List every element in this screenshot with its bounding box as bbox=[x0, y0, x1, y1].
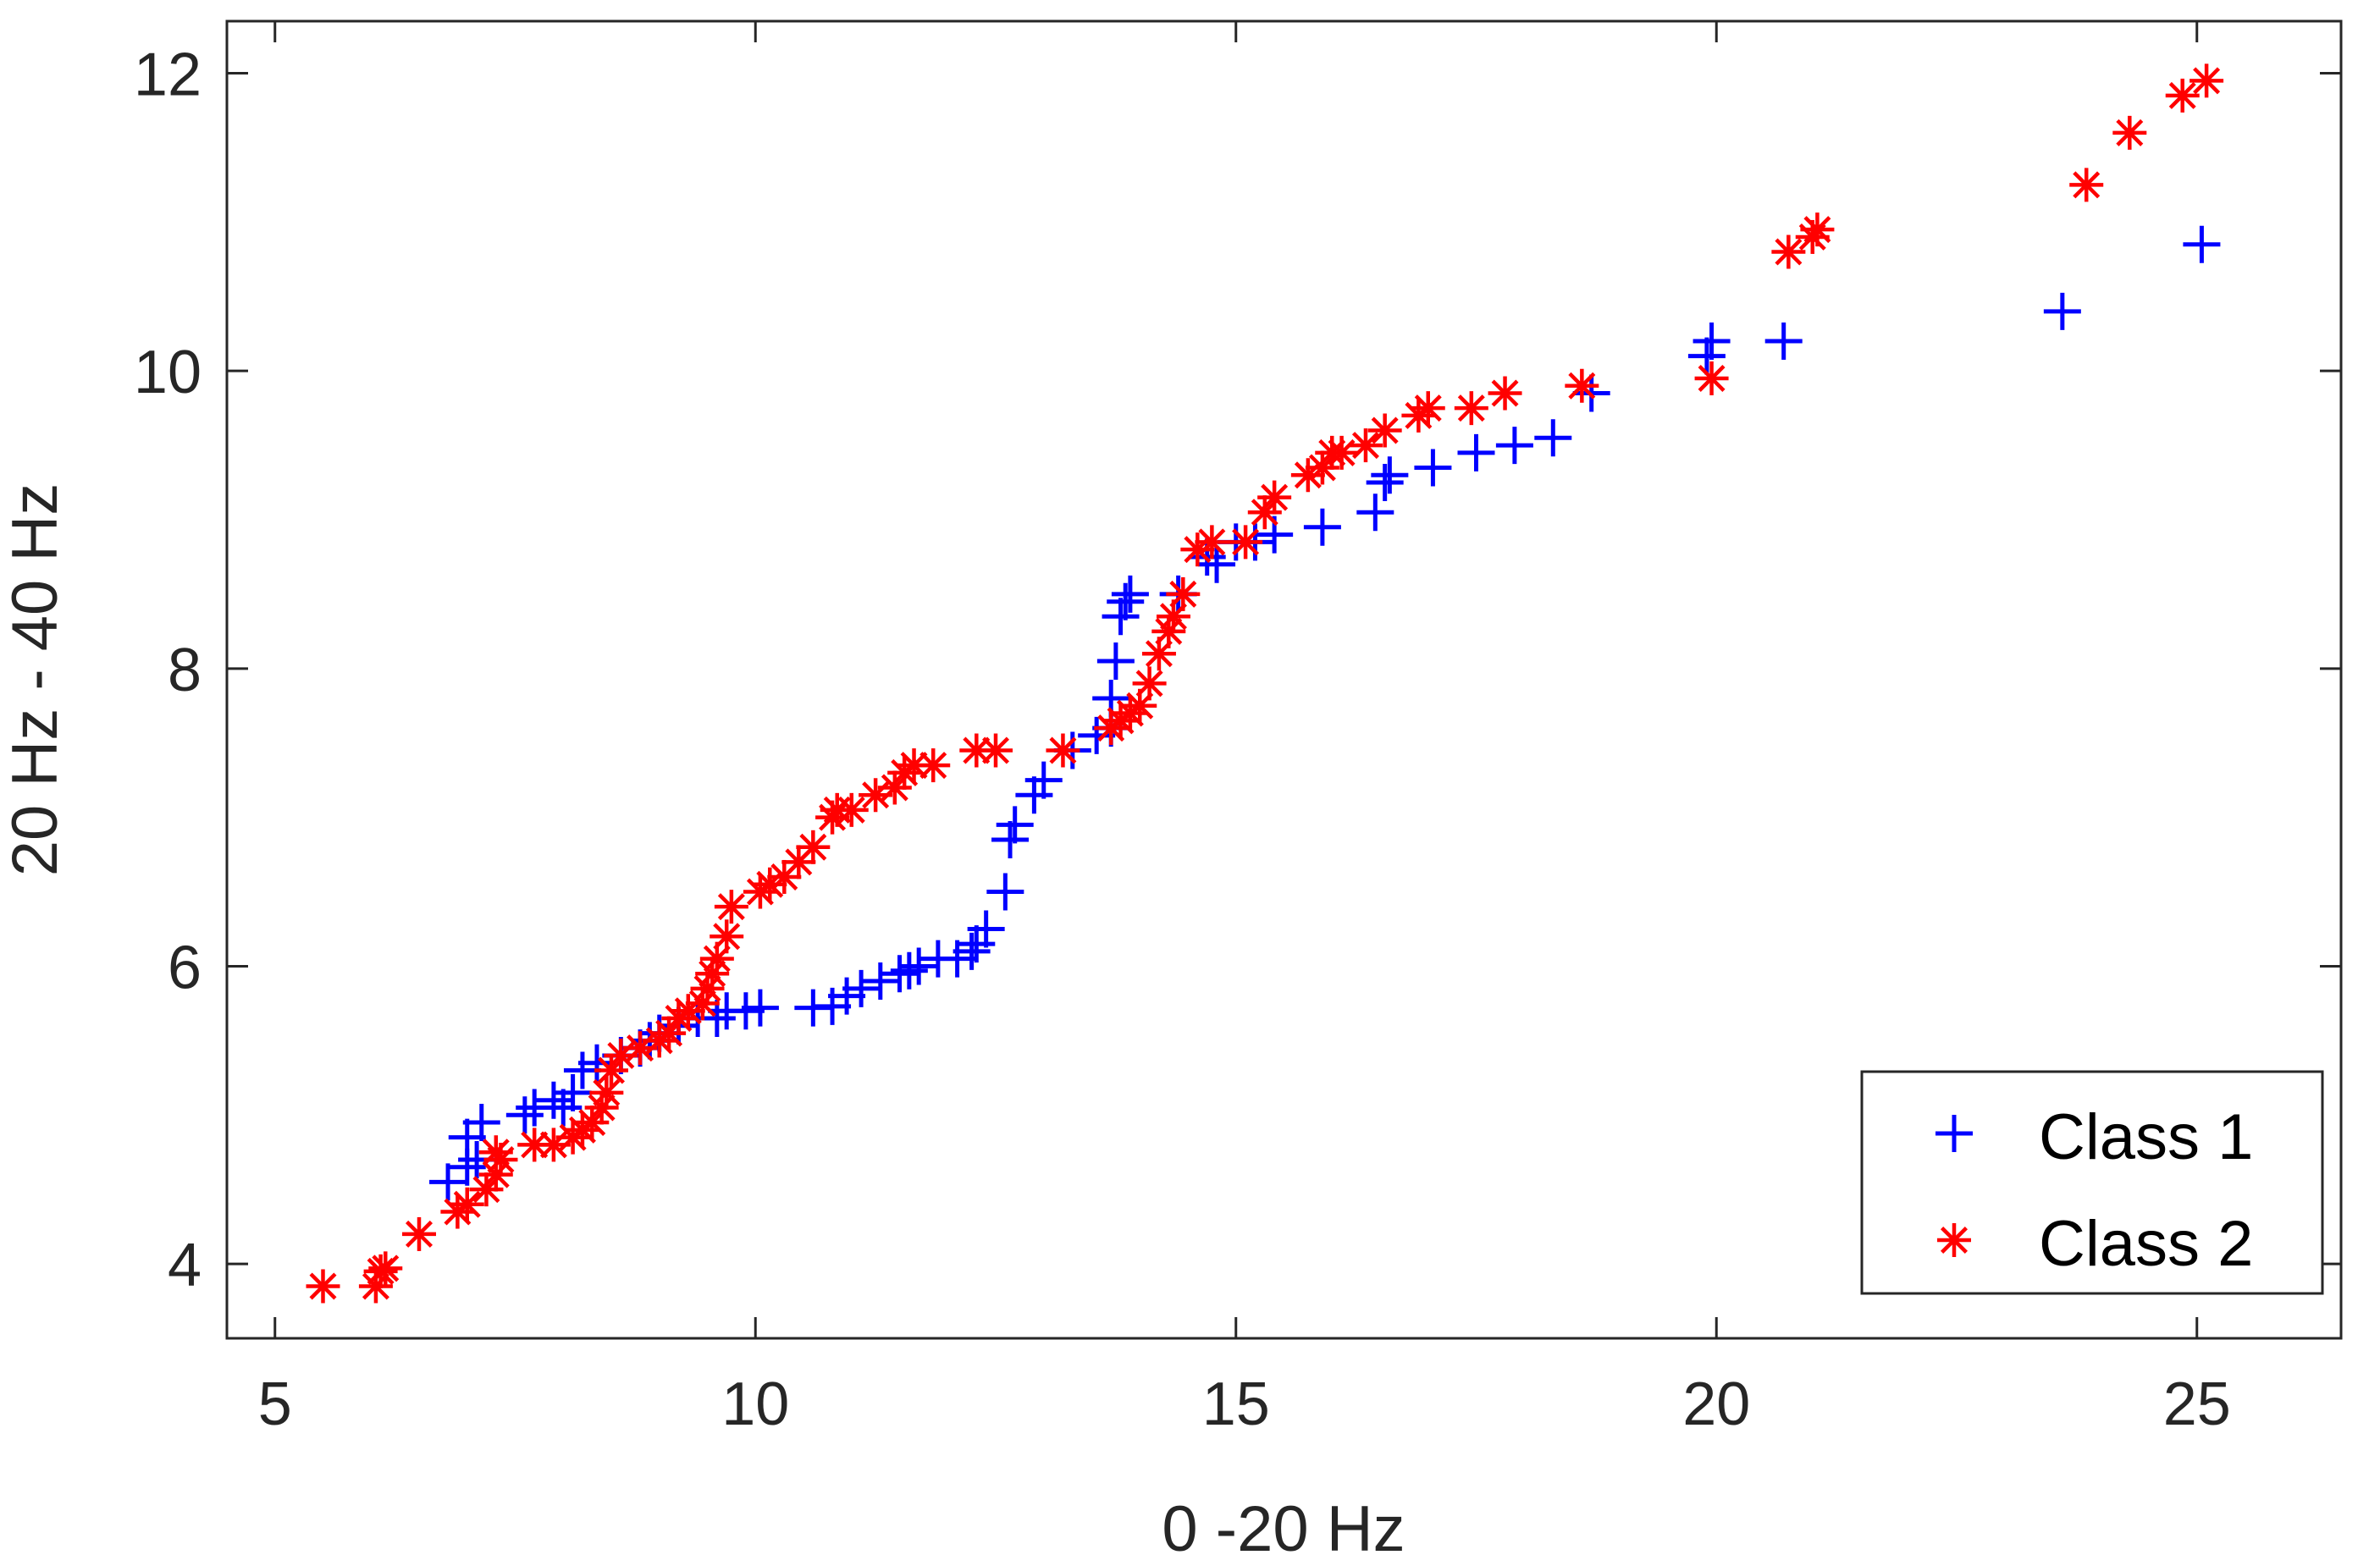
class-1-point bbox=[1764, 323, 1803, 361]
x-tick-label: 25 bbox=[2163, 1370, 2231, 1438]
class-2-point bbox=[1180, 532, 1215, 567]
class-2-point bbox=[450, 1187, 484, 1221]
class-1-point bbox=[1693, 323, 1731, 361]
class-1-point bbox=[881, 955, 919, 993]
class-1-point bbox=[967, 910, 1005, 948]
class-1-point bbox=[544, 1089, 583, 1127]
x-tick-label: 20 bbox=[1682, 1370, 1750, 1438]
class-2-point bbox=[589, 1075, 624, 1110]
x-tick-label: 15 bbox=[1202, 1370, 1270, 1438]
class-2-point bbox=[979, 733, 1013, 768]
class-2-point bbox=[2189, 63, 2224, 98]
class-2-point bbox=[695, 957, 730, 991]
class-1-point bbox=[958, 925, 996, 963]
class-1-point bbox=[2183, 225, 2221, 263]
class-1-point bbox=[861, 962, 899, 1001]
legend-label: Class 1 bbox=[2039, 1101, 2253, 1173]
class-1-point bbox=[890, 951, 928, 990]
y-tick-label: 4 bbox=[168, 1232, 202, 1299]
y-tick-label: 8 bbox=[168, 637, 202, 704]
class-1-point bbox=[554, 1073, 592, 1111]
y-tick-label: 12 bbox=[134, 41, 202, 109]
class-2-point bbox=[1324, 435, 1359, 470]
class-1-point bbox=[900, 947, 938, 985]
class-2-point bbox=[1694, 361, 1729, 395]
y-axis-title: 20 Hz - 40 Hz bbox=[0, 483, 71, 877]
class-1-point bbox=[1457, 433, 1495, 471]
class-2-point bbox=[1151, 614, 1186, 648]
y-tick-label: 10 bbox=[134, 339, 202, 406]
series-2 bbox=[306, 63, 2224, 1304]
class-1-point bbox=[1024, 761, 1063, 799]
data-marks bbox=[306, 63, 2224, 1304]
class-1-point bbox=[1414, 449, 1452, 487]
class-1-point bbox=[1303, 508, 1341, 546]
class-2-point bbox=[1132, 666, 1167, 701]
class-2-point bbox=[916, 748, 951, 783]
class-1-point bbox=[842, 969, 881, 1007]
class-2-point bbox=[1166, 576, 1201, 611]
class-2-point bbox=[1565, 368, 1599, 403]
y-tick-label: 6 bbox=[168, 934, 202, 1001]
class-2-point bbox=[306, 1269, 340, 1304]
class-2-point bbox=[478, 1135, 513, 1170]
class-1-point bbox=[1015, 776, 1053, 814]
class-2-point bbox=[368, 1251, 403, 1286]
class-1-point bbox=[1366, 464, 1404, 502]
class-1-point bbox=[1371, 456, 1409, 494]
class-1-point bbox=[1534, 419, 1572, 457]
x-tick-label: 10 bbox=[721, 1370, 789, 1438]
class-1-point bbox=[2043, 292, 2081, 330]
class-2-point bbox=[1046, 733, 1080, 768]
class-2-point bbox=[2112, 115, 2147, 150]
class-2-point bbox=[1367, 413, 1402, 448]
class-2-point bbox=[710, 919, 744, 954]
legend-marker-class-2 bbox=[1937, 1223, 1971, 1257]
class-2-point bbox=[402, 1216, 436, 1251]
class-2-point bbox=[1771, 234, 1806, 269]
class-1-point bbox=[986, 873, 1024, 911]
class-2-point bbox=[714, 890, 748, 924]
class-1-point bbox=[1111, 575, 1149, 613]
class-2-point bbox=[1488, 376, 1522, 411]
class-2-point bbox=[834, 792, 869, 827]
class-1-point bbox=[996, 806, 1034, 844]
class-1-point bbox=[991, 821, 1030, 859]
legend-marker-class-1 bbox=[1935, 1115, 1973, 1152]
class-1-point bbox=[1102, 598, 1140, 636]
class-2-point bbox=[1229, 525, 1263, 560]
class-1-point bbox=[741, 989, 779, 1027]
class-1-point bbox=[505, 1096, 544, 1134]
class-1-point bbox=[1495, 427, 1533, 465]
legend-label: Class 2 bbox=[2039, 1208, 2253, 1280]
class-2-point bbox=[2165, 78, 2200, 113]
class-1-point bbox=[534, 1081, 572, 1119]
class-1-point bbox=[462, 1104, 500, 1142]
class-1-point bbox=[1198, 545, 1236, 583]
class-2-point bbox=[1195, 525, 1229, 560]
legend: Class 1 Class 2 bbox=[1860, 1070, 2324, 1295]
class-2-point bbox=[1411, 391, 1445, 426]
legend-entries: Class 1 Class 2 bbox=[1935, 1101, 2253, 1280]
class-2-point bbox=[1348, 428, 1383, 463]
class-1-point bbox=[1107, 582, 1145, 620]
legend-box bbox=[1860, 1070, 2324, 1295]
class-2-point bbox=[1800, 212, 1835, 247]
class-2-point bbox=[796, 830, 831, 864]
class-1-point bbox=[1356, 494, 1394, 532]
class-1-point bbox=[1096, 642, 1135, 681]
x-tick-label: 5 bbox=[258, 1370, 292, 1438]
class-1-point bbox=[429, 1163, 467, 1201]
class-2-point bbox=[1454, 391, 1488, 426]
class-2-point bbox=[1257, 480, 1292, 515]
axis-ticks: 5 10 15 20 25 4 6 8 10 12 bbox=[134, 21, 2341, 1438]
class-1-point bbox=[1687, 337, 1726, 375]
class-2-point bbox=[1123, 688, 1157, 723]
class-1-point bbox=[698, 999, 736, 1037]
class-1-point bbox=[953, 932, 991, 970]
class-1-point bbox=[577, 1044, 616, 1082]
class-2-point bbox=[2069, 168, 2104, 202]
x-axis-title: 0 -20 Hz bbox=[1162, 1493, 1405, 1565]
